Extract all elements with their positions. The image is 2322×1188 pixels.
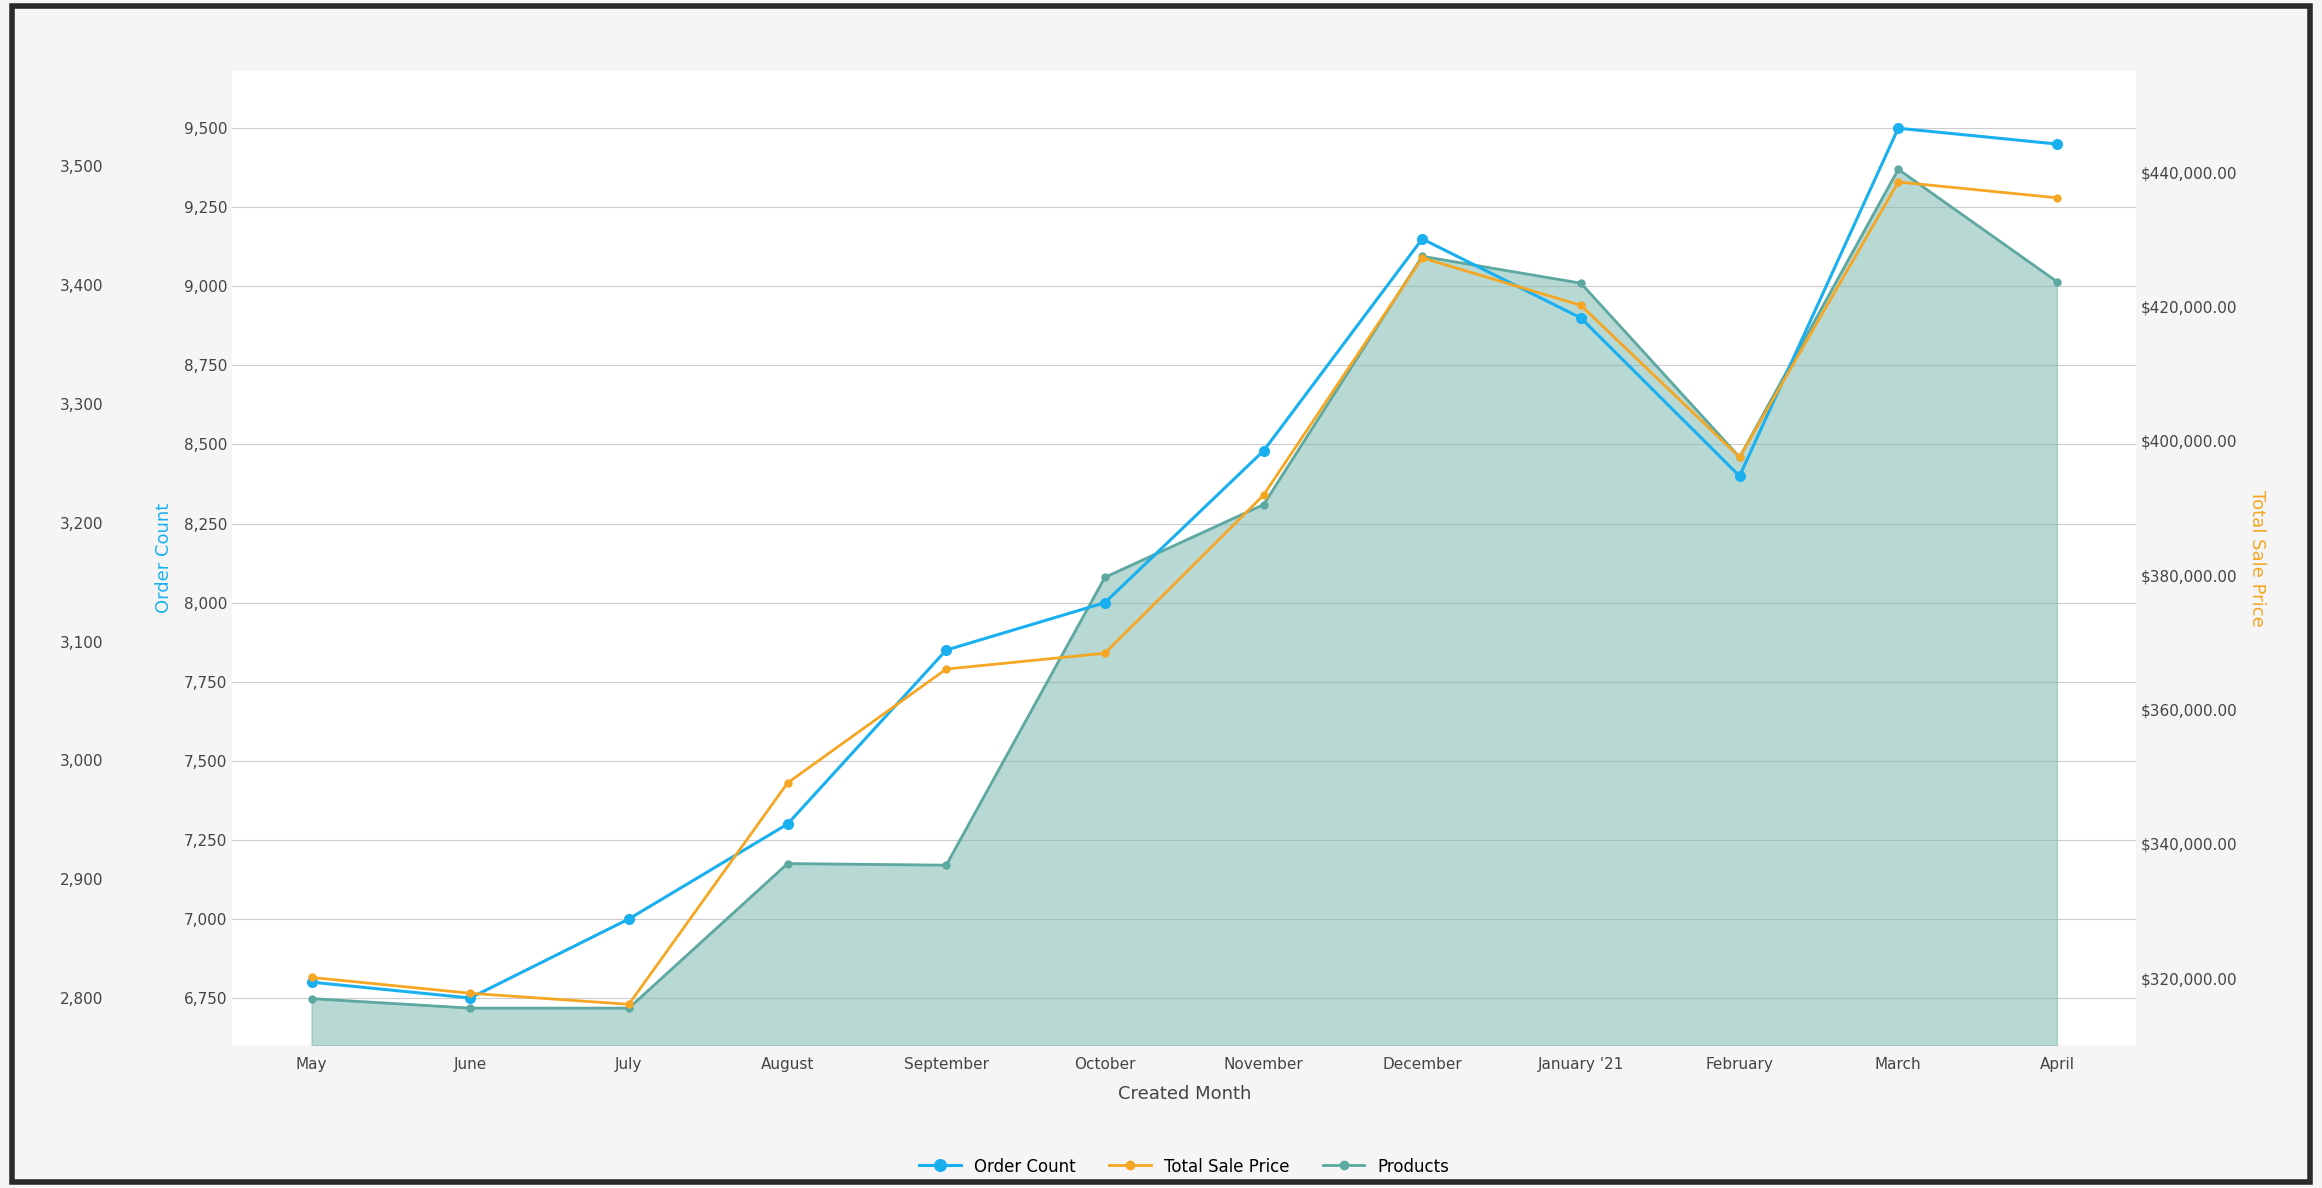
Order Count [1567,311,1595,326]
X-axis label: Created Month: Created Month [1117,1086,1252,1104]
Products [1249,498,1277,512]
Order Count [931,643,959,657]
Products [1407,249,1435,264]
Order Count [1091,595,1119,609]
Products [931,858,959,872]
Total Sale Price [2043,190,2071,204]
Line: Order Count: Order Count [307,124,2062,1003]
Legend: Order Count, Total Sale Price, Products: Order Count, Total Sale Price, Products [913,1151,1456,1182]
Products [1091,570,1119,584]
Products [1567,276,1595,290]
Order Count [1407,232,1435,246]
Products [1725,450,1753,465]
Line: Products: Products [309,166,2060,1012]
Products [773,857,801,871]
Y-axis label: Order Count: Order Count [156,504,172,613]
Line: Total Sale Price: Total Sale Price [309,178,2060,1007]
Order Count [297,975,325,990]
Order Count [455,991,483,1005]
Total Sale Price [931,662,959,676]
Products [2043,274,2071,289]
Total Sale Price [455,986,483,1000]
Total Sale Price [1725,450,1753,465]
Total Sale Price [1091,646,1119,661]
Total Sale Price [1249,488,1277,503]
Products [297,992,325,1006]
Total Sale Price [297,971,325,985]
Order Count [1725,469,1753,484]
Total Sale Price [773,776,801,790]
Order Count [1883,121,1911,135]
Order Count [615,912,643,927]
Products [1883,163,1911,177]
Total Sale Price [1567,298,1595,312]
Order Count [2043,137,2071,151]
Order Count [1249,443,1277,457]
Products [615,1001,643,1016]
Total Sale Price [1883,175,1911,189]
Products [455,1001,483,1016]
Y-axis label: Total Sale Price: Total Sale Price [2248,489,2266,627]
Total Sale Price [615,997,643,1011]
Total Sale Price [1407,251,1435,265]
Order Count [773,817,801,832]
